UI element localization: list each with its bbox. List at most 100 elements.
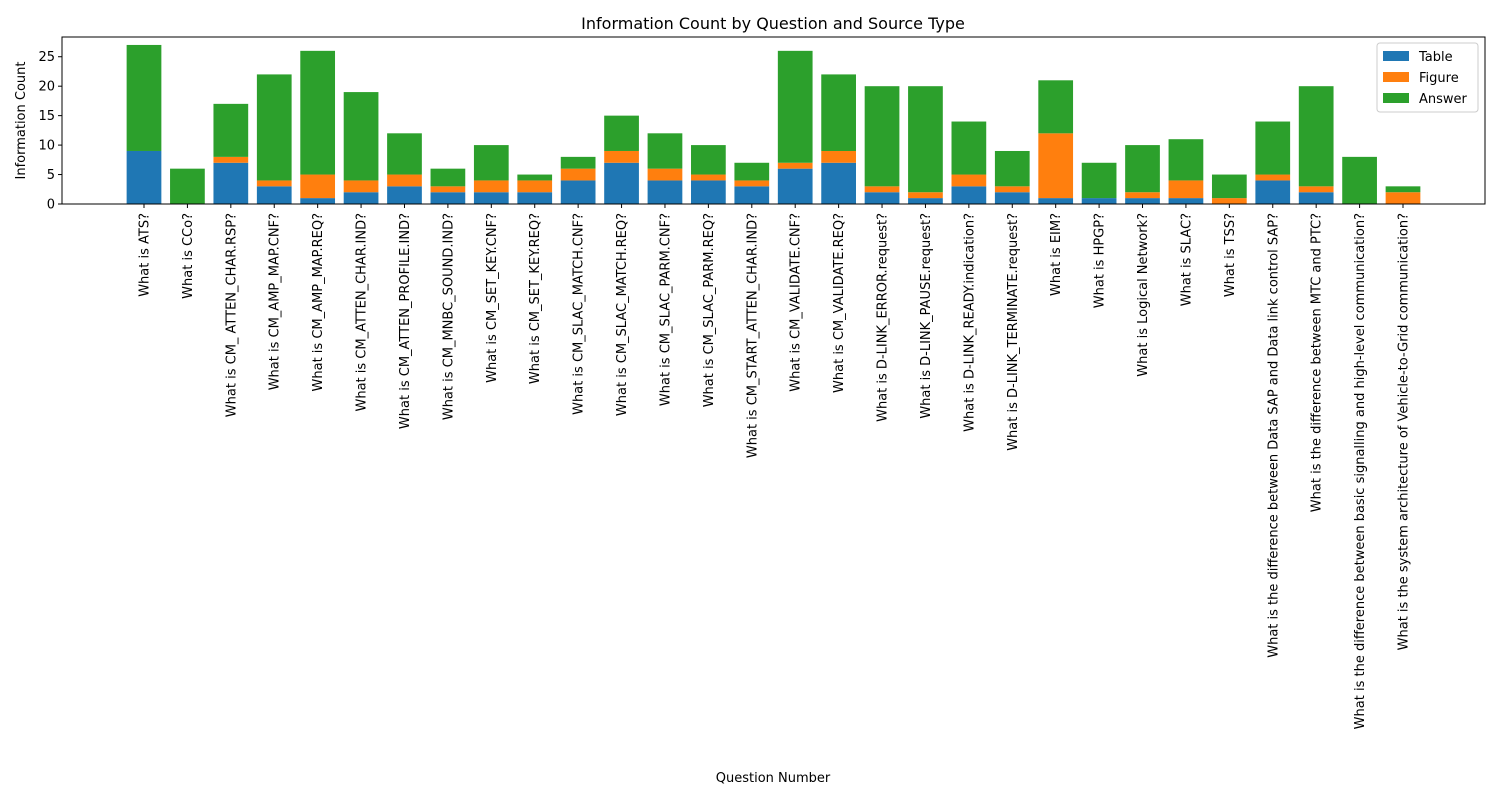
y-tick-label-0: 0 <box>47 198 55 213</box>
y-tick-label-5: 25 <box>38 50 55 65</box>
x-tick-label-2: What is CM_ ATTEN_CHAR.RSP? <box>224 213 239 417</box>
bar-answer-18 <box>908 86 943 193</box>
x-tick-label-27: What is the difference between MTC and P… <box>1310 213 1325 512</box>
bar-figure-18 <box>908 192 943 199</box>
bar-figure-5 <box>343 180 379 193</box>
bar-figure-19 <box>951 174 987 187</box>
bar-figure-10 <box>560 168 596 181</box>
bar-figure-4 <box>300 174 336 199</box>
bar-answer-13 <box>691 145 726 175</box>
y-tick-label-3: 15 <box>38 109 55 124</box>
bar-table-7 <box>430 192 466 204</box>
x-tick-label-28: What is the difference between basic sig… <box>1353 213 1368 729</box>
bar-figure-15 <box>777 162 813 169</box>
bar-figure-14 <box>734 180 770 187</box>
x-axis-label: Question Number <box>716 771 831 786</box>
bar-answer-16 <box>821 74 856 151</box>
plot-frame <box>61 36 1486 205</box>
bar-figure-16 <box>821 150 856 163</box>
x-tick-label-5: What is CM_ATTEN_CHAR.IND? <box>355 213 370 412</box>
bar-answer-28 <box>1342 156 1377 204</box>
bar-table-2 <box>213 162 249 204</box>
bar-table-5 <box>343 192 379 204</box>
bar-answer-6 <box>387 133 422 175</box>
bar-table-10 <box>560 180 596 204</box>
bar-table-15 <box>777 168 813 204</box>
bar-table-18 <box>908 198 943 204</box>
bar-table-19 <box>951 186 987 204</box>
y-tick-label-2: 10 <box>38 139 55 154</box>
legend-swatch-answer <box>1383 93 1409 103</box>
bar-figure-8 <box>473 180 509 193</box>
bar-answer-24 <box>1168 139 1204 181</box>
bar-table-9 <box>517 192 553 204</box>
x-tick-label-17: What is D-LINK_ERROR.request? <box>876 213 891 422</box>
bar-answer-15 <box>777 50 813 163</box>
bar-table-8 <box>473 192 509 204</box>
bar-answer-11 <box>604 115 639 151</box>
x-tick-label-23: What is Logical Network? <box>1136 213 1151 377</box>
bar-answer-8 <box>473 145 509 181</box>
x-tick-label-15: What is CM_VALIDATE.CNF? <box>789 213 804 392</box>
bar-answer-14 <box>734 162 770 181</box>
bar-answer-4 <box>300 50 336 175</box>
bar-figure-23 <box>1125 192 1160 199</box>
x-tick-label-14: What is CM_START_ATTEN_CHAR.IND? <box>745 213 760 458</box>
y-axis-label: Information Count <box>14 62 29 180</box>
bar-answer-29 <box>1385 186 1421 193</box>
bar-table-4 <box>300 198 336 204</box>
bar-answer-21 <box>1038 80 1074 134</box>
x-tick-label-22: What is HPGP? <box>1093 213 1108 308</box>
bar-table-17 <box>864 192 900 204</box>
bar-answer-22 <box>1081 162 1117 199</box>
x-tick-label-7: What is CM_MNBC_SOUND.IND? <box>441 213 456 420</box>
bar-table-22 <box>1081 198 1117 204</box>
x-tick-label-18: What is D-LINK_PAUSE.request? <box>919 213 934 419</box>
x-tick-label-13: What is CM_SLAC_PARM.REQ? <box>702 213 717 407</box>
x-tick-label-24: What is SLAC? <box>1179 213 1194 306</box>
bar-answer-2 <box>213 103 249 157</box>
x-tick-label-10: What is CM_SLAC_MATCH.CNF? <box>572 213 587 415</box>
bar-figure-21 <box>1038 133 1074 199</box>
bar-answer-7 <box>430 168 466 187</box>
x-tick-labels: What is ATS? What is CCo? What is CM_ ATTE… <box>138 204 1412 729</box>
bar-answer-3 <box>256 74 292 181</box>
bar-answer-26 <box>1255 121 1291 175</box>
bar-table-27 <box>1298 192 1334 204</box>
bar-figure-9 <box>517 180 553 193</box>
bar-figure-29 <box>1385 192 1421 204</box>
legend-label-table: Table <box>1418 50 1453 65</box>
bar-table-24 <box>1168 198 1204 204</box>
x-tick-label-16: What is CM_VALIDATE.REQ? <box>832 213 847 393</box>
bar-figure-26 <box>1255 174 1291 181</box>
bar-figure-11 <box>604 150 639 163</box>
x-tick-label-0: What is ATS? <box>138 213 153 297</box>
bar-figure-27 <box>1298 186 1334 193</box>
legend-label-figure: Figure <box>1419 71 1459 86</box>
chart-title: Information Count by Question and Source… <box>581 14 965 33</box>
bar-figure-12 <box>647 168 683 181</box>
x-tick-label-25: What is TSS? <box>1223 213 1238 297</box>
x-tick-label-9: What is CM_SET_KEY.REQ? <box>528 213 543 384</box>
bar-table-21 <box>1038 198 1074 204</box>
x-tick-label-3: What is CM_AMP_MAP.CNF? <box>268 213 283 390</box>
y-tick-label-4: 20 <box>38 80 55 95</box>
bar-answer-19 <box>951 121 987 175</box>
bar-figure-17 <box>864 186 900 193</box>
bar-answer-27 <box>1298 86 1334 187</box>
bar-figure-6 <box>387 174 422 187</box>
bar-table-13 <box>691 180 726 204</box>
bar-table-16 <box>821 162 856 204</box>
x-tick-label-1: What is CCo? <box>181 213 196 299</box>
bar-figure-2 <box>213 156 249 163</box>
bar-answer-1 <box>170 168 205 204</box>
bar-table-0 <box>126 150 162 204</box>
bar-answer-5 <box>343 92 379 181</box>
bar-table-20 <box>994 192 1030 204</box>
bar-answer-9 <box>517 174 553 181</box>
legend-label-answer: Answer <box>1419 92 1468 107</box>
bar-answer-25 <box>1211 174 1247 199</box>
bar-table-11 <box>604 162 639 204</box>
bar-figure-25 <box>1211 198 1247 204</box>
